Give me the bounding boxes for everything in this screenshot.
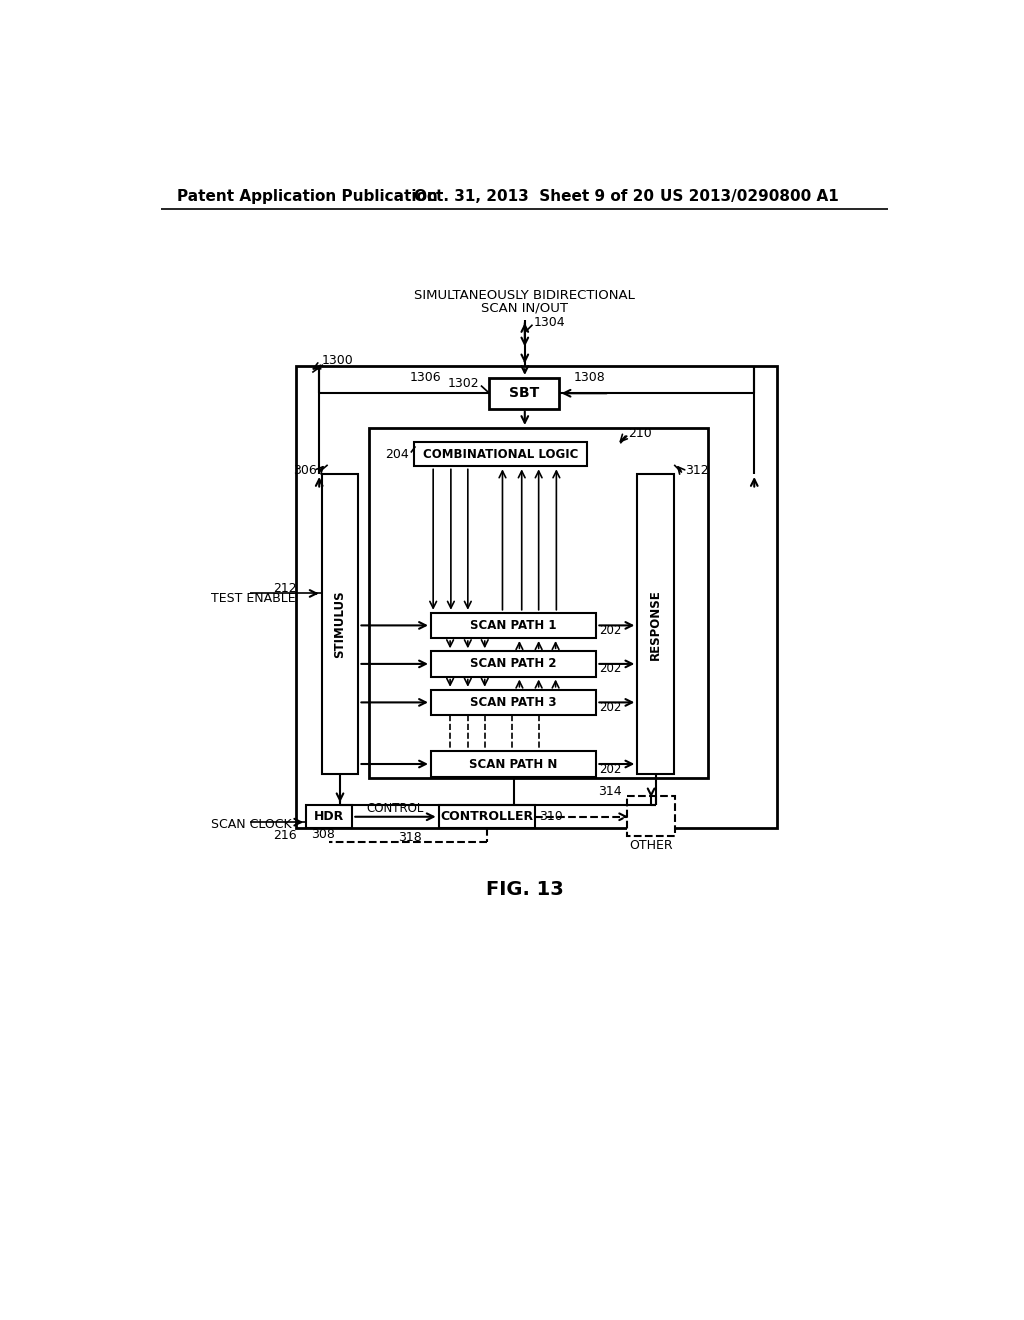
- Text: 202: 202: [599, 763, 622, 776]
- Text: 1308: 1308: [574, 371, 606, 384]
- Text: TEST ENABLE: TEST ENABLE: [211, 593, 296, 606]
- Text: 210: 210: [628, 426, 651, 440]
- Bar: [370, 428, 708, 779]
- Bar: [431, 751, 596, 776]
- Text: SCAN PATH N: SCAN PATH N: [469, 758, 558, 771]
- Text: OTHER: OTHER: [630, 838, 673, 851]
- Text: Oct. 31, 2013  Sheet 9 of 20: Oct. 31, 2013 Sheet 9 of 20: [414, 189, 654, 205]
- Text: SCAN IN/OUT: SCAN IN/OUT: [481, 301, 568, 314]
- Bar: [431, 689, 596, 715]
- Bar: [438, 805, 535, 829]
- Text: 202: 202: [599, 701, 622, 714]
- Text: SCAN PATH 1: SCAN PATH 1: [470, 619, 557, 632]
- Bar: [628, 796, 675, 836]
- Text: Patent Application Publication: Patent Application Publication: [177, 189, 437, 205]
- Bar: [306, 805, 352, 829]
- Text: RESPONSE: RESPONSE: [649, 589, 663, 660]
- Text: FIG. 13: FIG. 13: [486, 880, 563, 899]
- Text: SBT: SBT: [509, 387, 540, 400]
- Bar: [322, 474, 358, 775]
- Text: 306: 306: [293, 463, 316, 477]
- Text: STIMULUS: STIMULUS: [334, 590, 346, 659]
- Text: SCAN PATH 2: SCAN PATH 2: [470, 657, 557, 671]
- Text: 312: 312: [685, 463, 709, 477]
- Text: 1300: 1300: [322, 354, 353, 367]
- Text: 202: 202: [599, 663, 622, 676]
- Bar: [296, 367, 777, 829]
- Text: 318: 318: [398, 832, 422, 843]
- Bar: [431, 651, 596, 677]
- Bar: [431, 612, 596, 638]
- Text: CONTROL: CONTROL: [367, 801, 424, 814]
- Text: 1304: 1304: [535, 315, 565, 329]
- Bar: [637, 474, 674, 775]
- Text: COMBINATIONAL LOGIC: COMBINATIONAL LOGIC: [423, 447, 579, 461]
- Text: 1306: 1306: [410, 371, 441, 384]
- Bar: [414, 442, 587, 466]
- Text: 314: 314: [598, 785, 622, 797]
- Text: SIMULTANEOUSLY BIDIRECTIONAL: SIMULTANEOUSLY BIDIRECTIONAL: [415, 289, 635, 302]
- Text: SCAN CLOCK: SCAN CLOCK: [211, 818, 292, 832]
- Text: US 2013/0290800 A1: US 2013/0290800 A1: [660, 189, 839, 205]
- Text: CONTROLLER: CONTROLLER: [440, 810, 534, 824]
- Text: SCAN PATH 3: SCAN PATH 3: [470, 696, 557, 709]
- Text: 310: 310: [539, 810, 562, 824]
- Text: 204: 204: [386, 447, 410, 461]
- Text: 216: 216: [273, 829, 297, 842]
- Text: 1302: 1302: [447, 376, 479, 389]
- Text: HDR: HDR: [314, 810, 344, 824]
- Bar: [489, 378, 559, 409]
- Text: 308: 308: [311, 828, 336, 841]
- Text: 212: 212: [273, 582, 297, 594]
- Text: 202: 202: [599, 624, 622, 638]
